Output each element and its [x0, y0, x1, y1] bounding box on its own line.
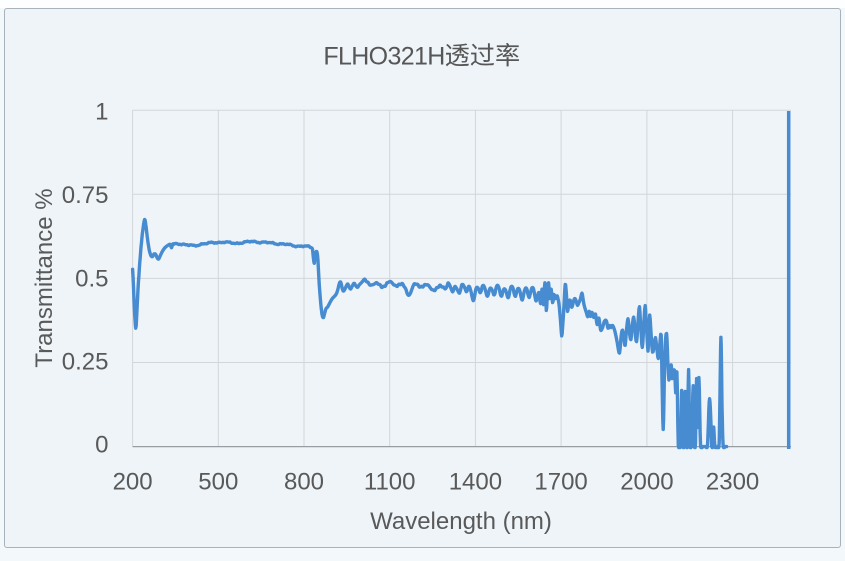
- svg-text:Transmittance %: Transmittance %: [31, 188, 58, 367]
- svg-text:0: 0: [95, 431, 108, 458]
- svg-text:FLHO321H: FLHO321H: [323, 42, 444, 70]
- svg-text:1100: 1100: [364, 468, 416, 495]
- svg-text:2000: 2000: [620, 468, 673, 495]
- svg-text:1: 1: [95, 99, 108, 126]
- svg-text:500: 500: [198, 468, 238, 495]
- svg-text:200: 200: [113, 468, 153, 495]
- svg-text:800: 800: [284, 468, 324, 495]
- svg-text:Wavelength (nm): Wavelength (nm): [370, 508, 552, 535]
- svg-text:0.25: 0.25: [62, 348, 109, 375]
- svg-text:0.5: 0.5: [75, 265, 108, 292]
- svg-text:2300: 2300: [706, 468, 759, 495]
- svg-text:1400: 1400: [449, 468, 502, 495]
- svg-text:1700: 1700: [534, 468, 587, 495]
- svg-text:0.75: 0.75: [62, 182, 109, 209]
